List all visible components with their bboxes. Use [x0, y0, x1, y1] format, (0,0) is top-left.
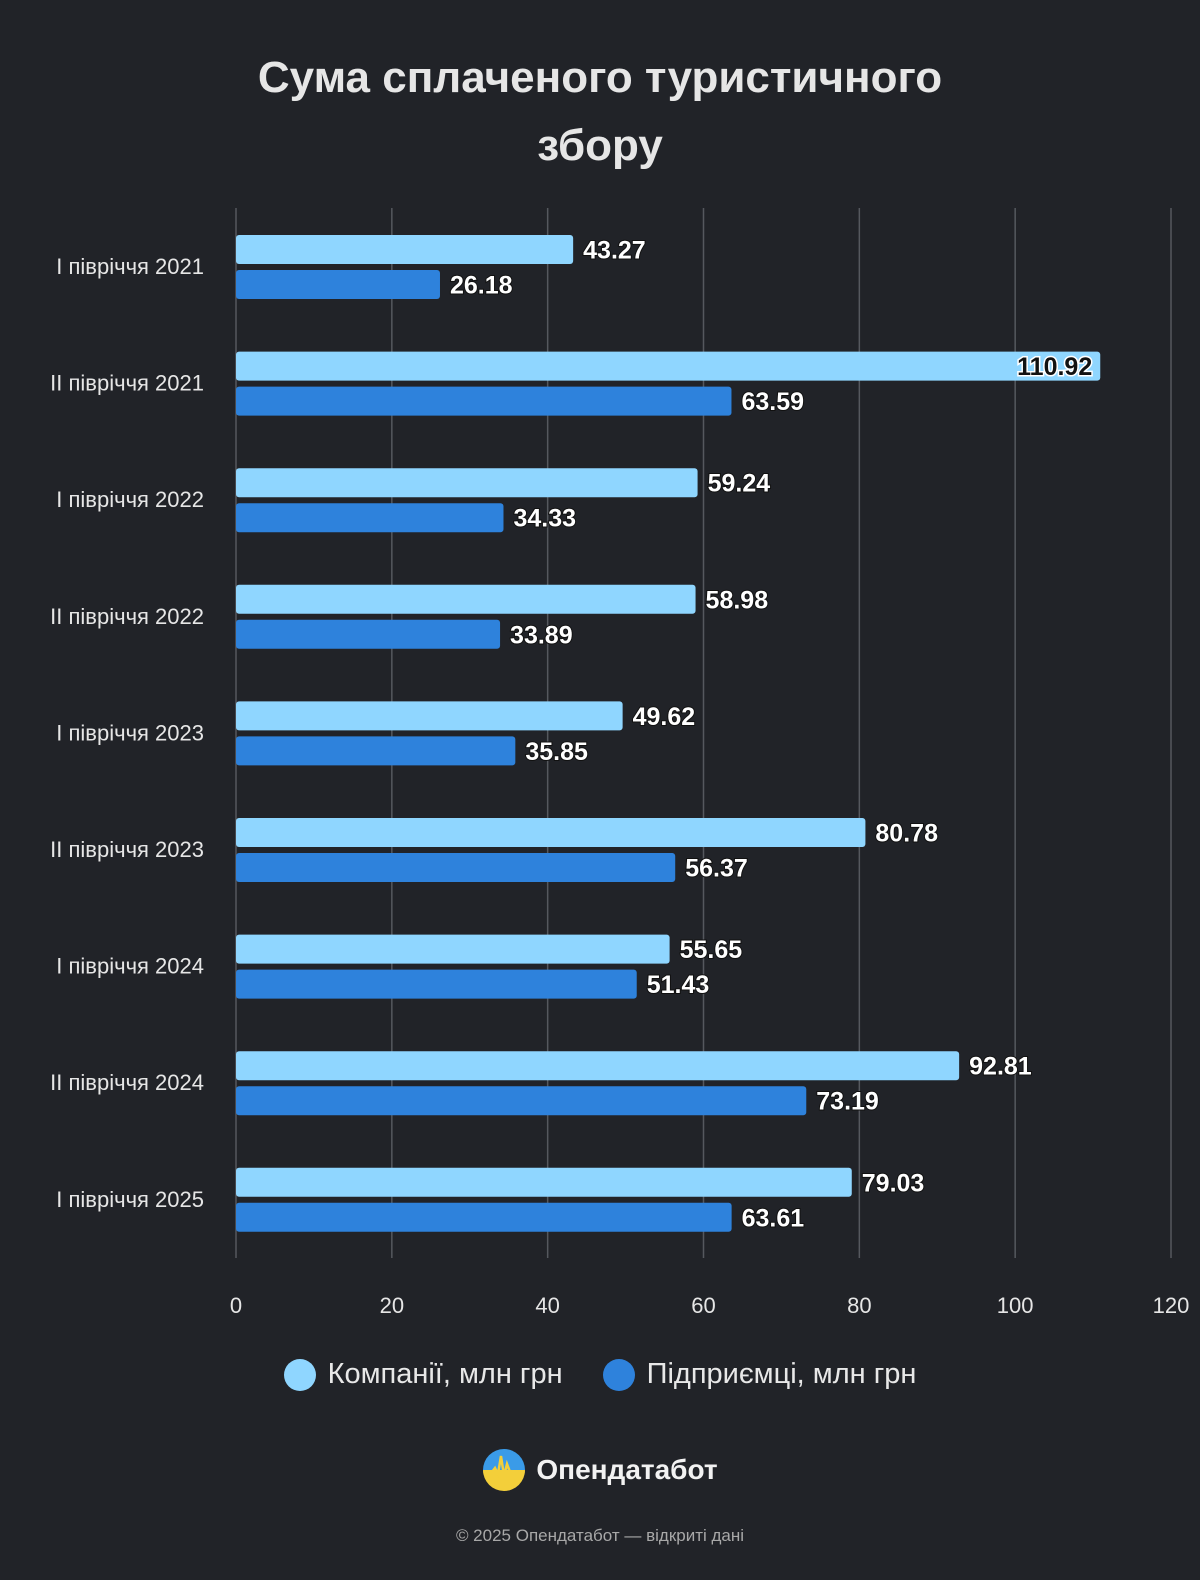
bar	[236, 1051, 960, 1081]
y-category-label: І півріччя 2023	[56, 720, 204, 745]
y-category-label: ІІ півріччя 2023	[50, 837, 204, 862]
brand-name: Опендатабот	[536, 1454, 718, 1485]
x-tick-label: 80	[847, 1293, 871, 1318]
bar	[236, 736, 516, 766]
x-tick-label: 40	[535, 1293, 559, 1318]
legend: Компанії, млн грн Підприємці, млн грн	[0, 1358, 1200, 1391]
data-label: 33.89	[510, 621, 573, 649]
legend-label: Підприємці, млн грн	[646, 1358, 917, 1390]
opendatabot-logo-icon	[483, 1449, 526, 1491]
bar	[236, 969, 637, 999]
data-label: 73.19	[816, 1088, 879, 1116]
legend-item-companies[interactable]: Компанії, млн грн	[283, 1358, 563, 1391]
bar	[236, 1202, 732, 1232]
data-label: 79.03	[862, 1169, 925, 1197]
legend-item-entrepreneurs[interactable]: Підприємці, млн грн	[602, 1358, 917, 1391]
data-label: 80.78	[875, 820, 938, 848]
bar	[236, 1086, 807, 1116]
data-label: 49.62	[633, 703, 696, 731]
bar	[236, 619, 501, 649]
data-label: 43.27	[583, 237, 646, 265]
x-tick-label: 60	[691, 1293, 715, 1318]
bar	[236, 1167, 852, 1197]
x-tick-label: 20	[380, 1293, 404, 1318]
y-category-label: І півріччя 2022	[56, 487, 204, 512]
data-label: 59.24	[708, 470, 771, 498]
bar	[236, 818, 866, 847]
data-label: 110.92	[1017, 353, 1092, 381]
brand: Опендатабот	[0, 1448, 1200, 1492]
y-category-label: І півріччя 2025	[56, 1187, 204, 1212]
bar	[236, 503, 504, 533]
data-label: 34.33	[513, 505, 576, 533]
data-label: 51.43	[647, 971, 710, 999]
bar	[236, 853, 676, 882]
legend-swatch	[283, 1358, 316, 1391]
data-label: 56.37	[685, 855, 748, 883]
legend-swatch	[602, 1358, 635, 1391]
data-label: 55.65	[680, 936, 743, 964]
bar	[236, 934, 670, 964]
data-label: 26.18	[450, 272, 513, 300]
chart-title: Сума сплаченого туристичного збору	[0, 44, 1200, 180]
data-label: 58.98	[706, 586, 769, 614]
bar	[236, 468, 698, 498]
footer: © 2025 Опендатабот — відкриті дані	[455, 1526, 745, 1545]
data-label: 92.81	[969, 1053, 1032, 1081]
bar-chart: 0 20 40 60 80 100 120 І півріччя 2021 43.27 26.18…	[50, 208, 1190, 1318]
y-category-label: ІІ півріччя 2022	[50, 604, 204, 629]
title-line-2: збору	[537, 121, 663, 170]
x-tick-label: 100	[997, 1293, 1034, 1318]
title-line-1: Сума сплаченого туристичного	[257, 53, 943, 102]
bar	[236, 270, 440, 299]
bar	[236, 701, 623, 731]
bar	[236, 351, 1101, 381]
data-label: 63.59	[741, 388, 804, 416]
x-tick-label: 120	[1153, 1293, 1190, 1318]
bar	[236, 584, 696, 614]
x-tick-label: 0	[230, 1293, 242, 1318]
y-category-label: ІІ півріччя 2024	[50, 1070, 204, 1095]
bar	[236, 235, 574, 264]
y-category-label: ІІ півріччя 2021	[50, 371, 204, 396]
legend-label: Компанії, млн грн	[327, 1358, 563, 1390]
bar	[236, 386, 732, 416]
y-category-label: І півріччя 2024	[56, 954, 204, 979]
y-category-label: І півріччя 2021	[56, 254, 204, 279]
data-label: 63.61	[742, 1204, 805, 1232]
data-label: 35.85	[525, 738, 588, 766]
